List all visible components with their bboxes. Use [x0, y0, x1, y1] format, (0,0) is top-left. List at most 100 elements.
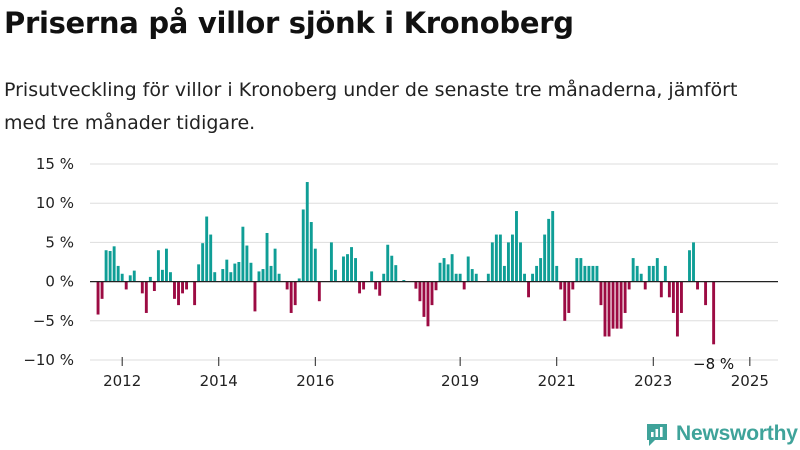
bar	[221, 269, 225, 282]
bar	[116, 265, 120, 282]
bar	[446, 264, 450, 282]
bar	[519, 242, 522, 282]
bar	[679, 281, 683, 313]
bar	[543, 234, 547, 282]
bar	[185, 281, 189, 290]
bar	[370, 271, 374, 282]
x-tick-label: 2016	[296, 372, 334, 390]
y-tick-label: −10 %	[23, 351, 74, 369]
y-axis-labels: 15 % 10 % 5 % 0 % −5 % −10 %	[23, 155, 74, 369]
bar	[209, 234, 213, 282]
x-tick-label: 2012	[103, 372, 141, 390]
bar	[193, 281, 197, 306]
bar	[462, 281, 466, 290]
bar	[571, 281, 575, 290]
bar	[454, 273, 458, 282]
bar	[273, 248, 277, 282]
bar	[579, 258, 583, 282]
x-tick-label: 2019	[441, 372, 479, 390]
bar	[378, 281, 382, 296]
bar	[619, 281, 623, 329]
bar	[257, 271, 261, 282]
bar	[494, 234, 498, 282]
bar	[104, 250, 108, 282]
bar	[531, 273, 535, 282]
bar	[169, 272, 172, 282]
bar	[285, 281, 289, 290]
bar	[173, 281, 176, 299]
bar	[535, 265, 539, 282]
bar	[515, 211, 518, 282]
bar	[567, 281, 571, 313]
bar	[313, 248, 317, 282]
bar	[225, 259, 229, 282]
bar	[696, 281, 699, 290]
bar	[374, 281, 378, 290]
bar	[418, 281, 422, 302]
bar	[470, 269, 474, 282]
bar	[506, 242, 510, 282]
x-tick-label: 2023	[634, 372, 672, 390]
x-tick-label: 2021	[538, 372, 576, 390]
bar	[124, 281, 128, 290]
bar	[551, 211, 555, 282]
y-tick-label: 15 %	[36, 155, 74, 173]
bar	[293, 281, 297, 306]
bar	[635, 265, 639, 282]
bar	[128, 275, 132, 282]
bar	[502, 265, 506, 282]
bar	[474, 273, 478, 282]
y-tick-label: −5 %	[33, 312, 74, 330]
bar	[297, 278, 301, 282]
bar	[144, 281, 148, 313]
bar	[269, 265, 273, 282]
chart-subtitle: Prisutveckling för villor i Kronoberg un…	[4, 79, 738, 134]
bars	[96, 182, 716, 345]
y-tick-label: 0 %	[45, 273, 74, 291]
bar	[671, 281, 675, 313]
bar	[277, 273, 281, 282]
bar	[498, 234, 502, 282]
bar	[394, 265, 398, 282]
bar	[160, 269, 164, 282]
bar	[309, 222, 313, 282]
bar	[205, 216, 209, 282]
bar	[229, 272, 233, 282]
newsworthy-logo: Newsworthy	[644, 420, 798, 448]
bar	[402, 280, 406, 282]
bar	[639, 273, 643, 282]
bar	[659, 281, 663, 298]
bar	[647, 265, 651, 282]
bar	[667, 281, 671, 298]
bar	[450, 254, 454, 282]
chart-title: Priserna på villor sjönk i Kronoberg	[4, 6, 574, 40]
bar	[265, 232, 269, 282]
bar	[317, 281, 321, 302]
bar	[289, 281, 293, 313]
bar	[591, 265, 595, 282]
bar	[237, 262, 241, 282]
bar	[132, 270, 136, 282]
bar	[442, 258, 446, 282]
bar	[329, 242, 333, 282]
bar	[575, 258, 579, 282]
bar	[213, 272, 217, 282]
bar	[382, 273, 386, 282]
grid-lines	[90, 163, 778, 361]
bar	[527, 281, 530, 298]
bar	[434, 281, 438, 291]
bar	[333, 269, 337, 282]
bar	[547, 218, 551, 282]
bar	[603, 281, 607, 337]
x-tick-label: 2014	[200, 372, 238, 390]
bar	[655, 258, 659, 282]
bar	[675, 281, 679, 337]
bar	[156, 250, 160, 282]
bar	[386, 244, 390, 282]
bar	[201, 243, 205, 282]
last-value-label: −8 %	[693, 355, 734, 373]
bar	[595, 265, 599, 282]
bar	[301, 209, 305, 282]
bar	[362, 281, 366, 290]
x-axis: 2012 2014 2016 2019 2021 2023 2025	[90, 281, 778, 390]
